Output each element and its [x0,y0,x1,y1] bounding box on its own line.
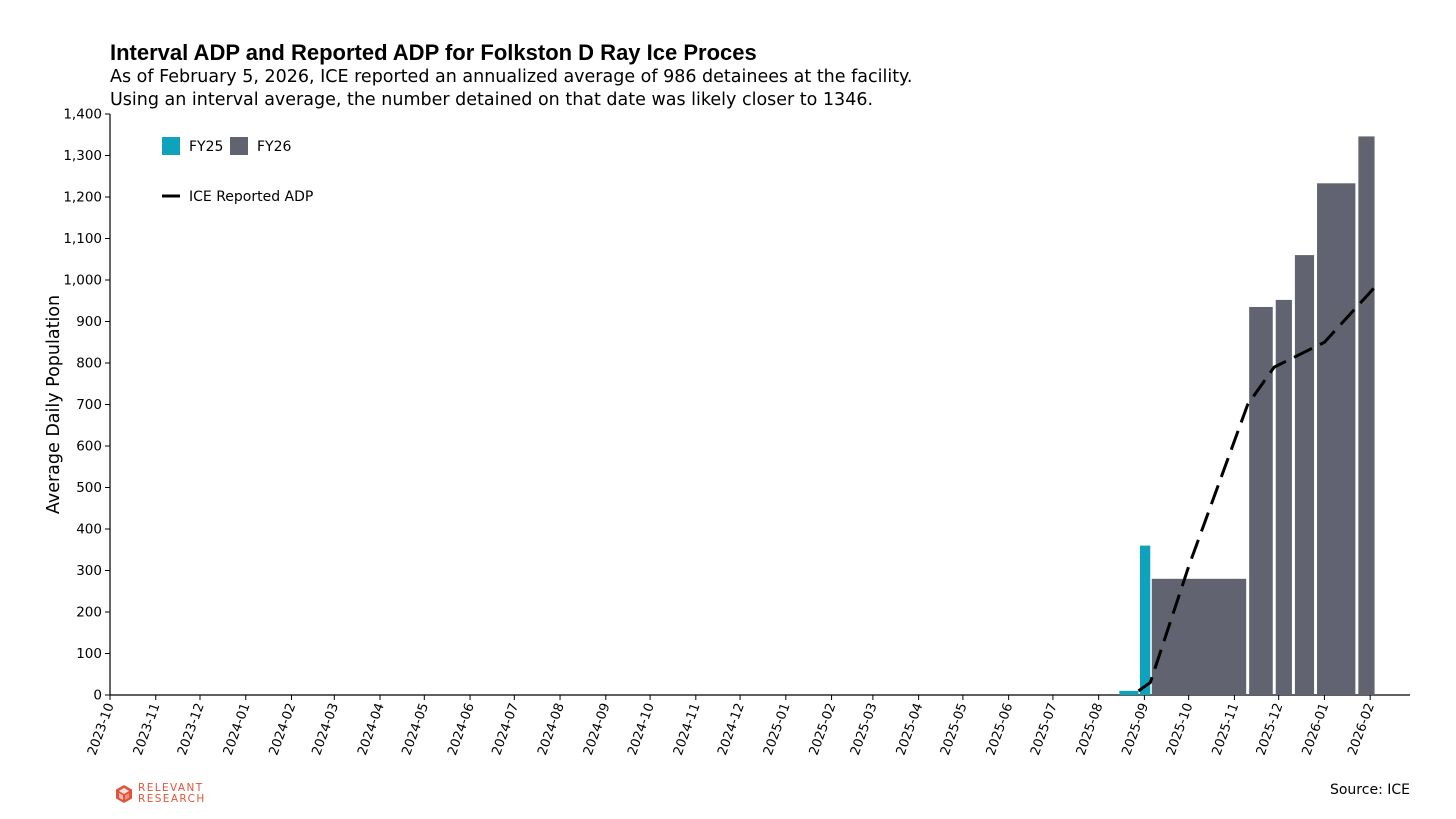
x-tick-label: 2025-05 [938,701,971,757]
x-tick-label: 2025-03 [848,701,881,757]
x-tick-label: 2025-07 [1028,701,1061,757]
y-axis-label: Average Daily Population [44,295,64,514]
legend-swatch-fy26 [230,137,248,155]
x-tick-label: 2025-04 [894,701,927,757]
subtitle-line-1: As of February 5, 2026, ICE reported an … [110,67,913,87]
x-tick-label: 2025-09 [1119,701,1152,757]
bar-fy25 [1119,690,1139,695]
x-tick-label: 2024-09 [581,701,614,757]
y-tick-label: 300 [76,563,102,579]
x-tick-label: 2025-08 [1074,701,1107,757]
y-tick-label: 900 [76,314,102,330]
x-tick-label: 2025-12 [1254,701,1287,757]
y-tick-label: 1,400 [63,107,102,123]
relevant-research-logo: RELEVANT RESEARCH [115,783,206,805]
x-tick-label: 2024-02 [267,701,300,757]
bar-fy26 [1294,255,1315,695]
x-tick-label: 2024-03 [309,701,342,757]
y-tick-label: 500 [76,480,102,496]
x-tick-label: 2026-01 [1299,701,1332,757]
reported-adp-line [1137,284,1378,693]
x-tick-label: 2024-04 [355,701,388,757]
bar-fy26 [1317,183,1356,695]
x-tick-label: 2023-11 [131,701,164,757]
y-tick-label: 100 [76,646,102,662]
y-tick-label: 700 [76,397,102,413]
x-tick-label: 2025-02 [807,701,840,757]
x-tick-label: 2024-05 [399,701,432,757]
cube-logo-icon [116,785,132,803]
x-tick-label: 2024-11 [671,701,704,757]
x-tick-label: 2026-02 [1345,701,1378,757]
logo-text: RELEVANT RESEARCH [138,783,206,805]
x-tick-label: 2025-10 [1164,701,1197,757]
bar-fy26 [1275,299,1292,695]
x-tick-label: 2024-10 [625,701,658,757]
legend-label-fy25: FY25 [189,139,223,155]
bar-fy26 [1151,578,1247,695]
y-tick-label: 0 [93,688,102,704]
bar-fy26 [1249,306,1273,695]
chart-title: Interval ADP and Reported ADP for Folkst… [110,40,757,65]
y-tick-label: 1,300 [63,148,102,164]
x-tick-label: 2025-01 [761,701,794,757]
y-tick-label: 200 [76,605,102,621]
x-tick-label: 2025-06 [984,701,1017,757]
legend-swatch-fy25 [162,137,180,155]
y-tick-label: 1,000 [63,273,102,289]
x-tick-label: 2024-07 [489,701,522,757]
x-tick-label: 2023-12 [175,701,208,757]
logo-line-1: RELEVANT [138,782,204,794]
legend-label-fy26: FY26 [257,139,292,155]
logo-line-2: RESEARCH [138,793,206,805]
x-tick-label: 2024-12 [715,701,748,757]
y-tick-label: 400 [76,522,102,538]
legend-label-reported: ICE Reported ADP [189,189,313,205]
y-tick-label: 800 [76,356,102,372]
y-tick-label: 1,200 [63,190,102,206]
x-tick-label: 2023-10 [85,701,118,757]
subtitle-line-2: Using an interval average, the number de… [110,90,874,110]
chart-subtitle: As of February 5, 2026, ICE reported an … [110,66,912,112]
y-tick-label: 600 [76,439,102,455]
bar-fy26 [1358,136,1375,695]
bar-fy25 [1139,545,1151,695]
x-tick-label: 2024-06 [445,701,478,757]
x-tick-label: 2025-11 [1209,701,1242,757]
source-note: Source: ICE [1329,782,1410,798]
x-tick-label: 2024-01 [221,701,254,757]
y-tick-label: 1,100 [63,231,102,247]
x-tick-label: 2024-08 [535,701,568,757]
